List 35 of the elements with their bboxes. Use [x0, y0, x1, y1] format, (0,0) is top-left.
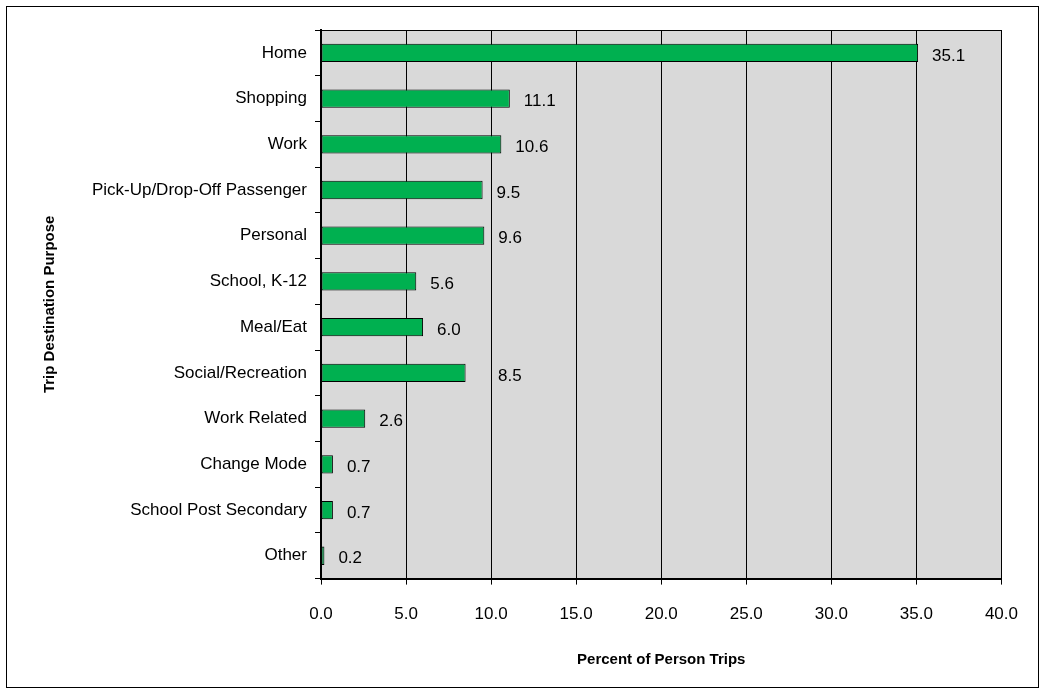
data-label: 0.7: [346, 457, 371, 476]
x-tick-label: 40.0: [984, 604, 1018, 624]
x-tick-label: 15.0: [559, 604, 593, 624]
x-tick-label: 10.0: [474, 604, 508, 624]
y-tick-label: Meal/Eat: [239, 316, 308, 336]
x-tick-label: 30.0: [814, 604, 848, 624]
data-label: 5.6: [430, 274, 454, 294]
y-tick-label: Home: [261, 42, 307, 62]
y-tick-label: Change Mode: [200, 454, 307, 473]
data-label: 11.1: [523, 91, 556, 111]
x-tick-label: 35.0: [899, 604, 933, 624]
data-label: 2.6: [379, 411, 403, 431]
x-tick-label: 0.0: [309, 604, 333, 624]
y-tick-label: Work: [267, 133, 308, 153]
data-label: 9.5: [496, 182, 521, 202]
y-tick-label: School Post Secondary: [130, 499, 308, 519]
data-label: 10.6: [515, 136, 549, 156]
y-tick-label: Other: [264, 545, 308, 565]
data-label: 0.2: [338, 548, 363, 568]
y-axis-title: Trip Destination Purpose: [40, 215, 58, 394]
y-tick-label: Personal: [239, 225, 307, 245]
y-tick-label: School, K-12: [209, 271, 307, 291]
data-label: 9.6: [498, 228, 522, 248]
data-label: 35.1: [932, 45, 966, 65]
x-tick-label: 20.0: [644, 604, 678, 624]
x-axis-title: Percent of Person Trips: [577, 650, 746, 668]
data-label: 6.0: [437, 319, 461, 339]
data-label: 8.5: [498, 365, 522, 385]
y-tick-label: Social/Recreation: [173, 362, 307, 382]
y-tick-label: Pick-Up/Drop-Off Passenger: [91, 179, 308, 199]
y-tick-label: Shopping: [235, 88, 307, 108]
y-tick-label: Work Related: [204, 408, 307, 428]
x-tick-label: 5.0: [394, 604, 418, 624]
data-label: 0.7: [346, 502, 371, 522]
x-tick-label: 25.0: [729, 604, 763, 624]
